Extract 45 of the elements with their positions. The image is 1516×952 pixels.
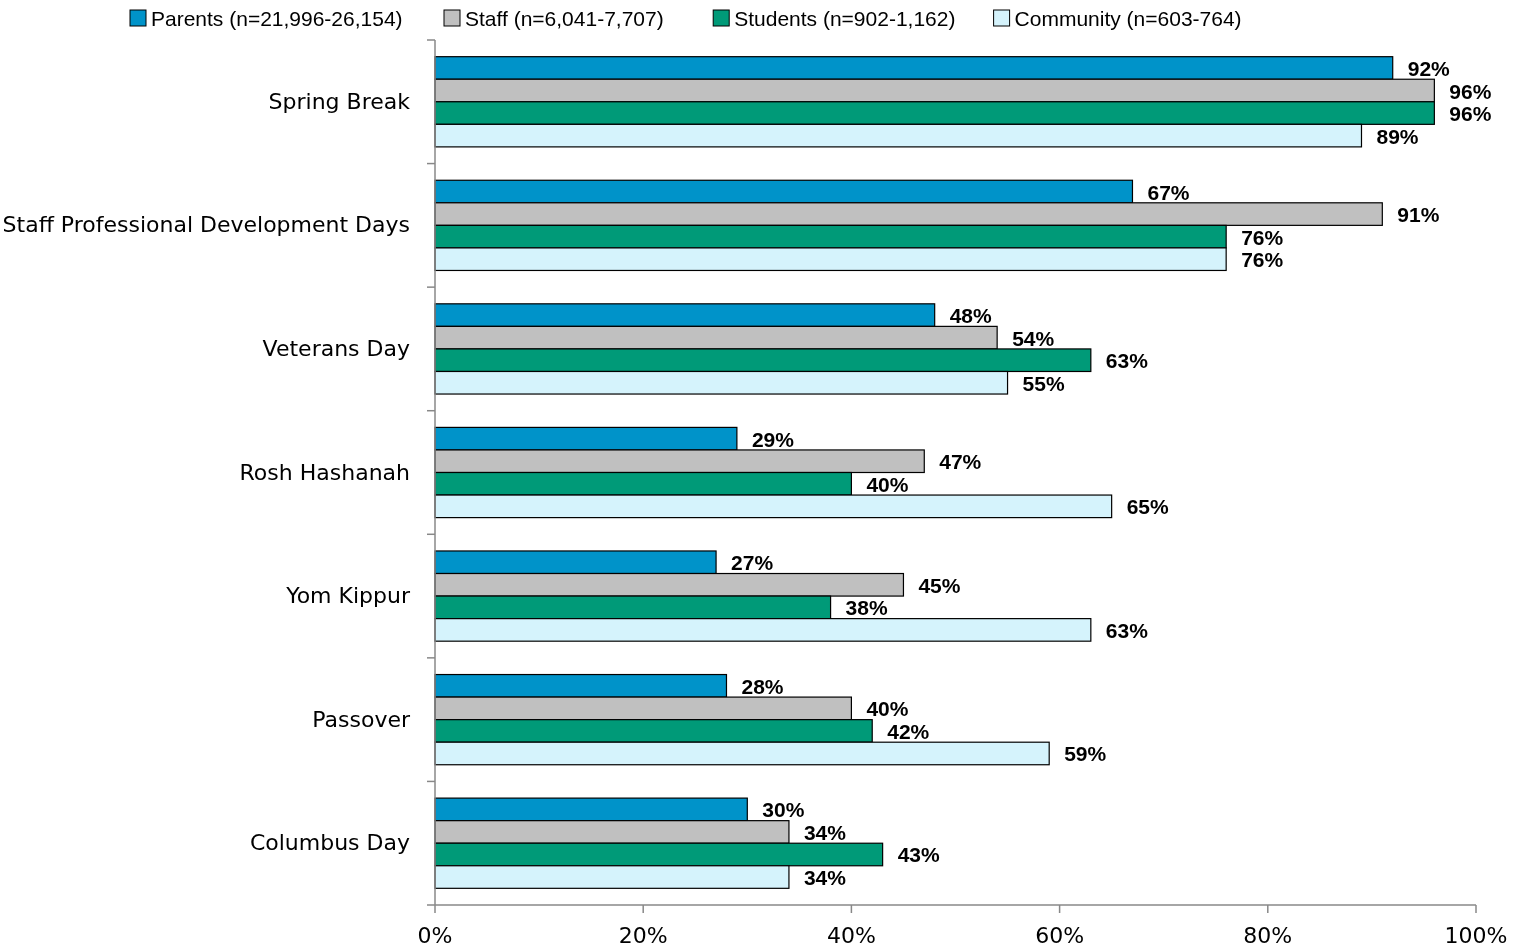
data-label: 63% <box>1105 618 1149 642</box>
y-tick-label: Rosh Hashanah <box>239 459 410 485</box>
data-label: 55% <box>1022 371 1065 395</box>
x-tick-label: 100% <box>1444 923 1508 948</box>
data-label: 38% <box>845 596 888 620</box>
data-label: 34% <box>803 820 847 844</box>
data-label: 47% <box>939 450 982 474</box>
data-label: 76% <box>1241 248 1284 272</box>
data-label: 30% <box>762 798 805 822</box>
data-label: 65% <box>1126 495 1170 519</box>
data-label: 40% <box>866 697 909 721</box>
data-label: 96% <box>1449 102 1492 126</box>
data-label: 59% <box>1064 742 1107 766</box>
y-tick-label: Veterans Day <box>262 335 410 361</box>
x-tick-label: 0% <box>417 923 453 948</box>
data-label: 27% <box>731 551 774 575</box>
data-label: 63% <box>1105 349 1149 373</box>
data-label: 48% <box>949 304 993 328</box>
data-label: 96% <box>1449 79 1492 103</box>
y-tick-label: Staff Professional Development Days <box>2 212 410 238</box>
legend-label: Parents (n=21,996-26,154) <box>151 7 403 30</box>
data-label: 45% <box>918 573 961 597</box>
data-label: 67% <box>1147 180 1190 204</box>
data-label: 76% <box>1241 225 1284 249</box>
data-label: 89% <box>1376 124 1419 148</box>
data-label: 28% <box>741 674 784 698</box>
x-tick-label: 40% <box>826 923 876 948</box>
x-tick-label: 60% <box>1035 923 1085 948</box>
legend-label: Staff (n=6,041-7,707) <box>465 7 664 30</box>
data-label: 42% <box>887 719 930 743</box>
data-label: 91% <box>1397 203 1440 227</box>
data-label: 40% <box>866 472 909 496</box>
data-label: 34% <box>803 866 847 890</box>
y-tick-label: Passover <box>312 706 411 732</box>
data-label: 43% <box>897 843 940 867</box>
legend-label: Students (n=902-1,162) <box>734 7 956 30</box>
data-label: 29% <box>751 427 795 451</box>
legend-label: Community (n=603-764) <box>1014 7 1242 30</box>
x-tick-label: 80% <box>1243 923 1293 948</box>
x-tick-label: 20% <box>618 923 668 948</box>
y-tick-label: Yom Kippur <box>285 583 411 609</box>
y-tick-label: Columbus Day <box>249 830 410 856</box>
data-label: 54% <box>1012 326 1055 350</box>
data-label: 92% <box>1407 56 1451 80</box>
y-tick-label: Spring Break <box>268 88 411 114</box>
